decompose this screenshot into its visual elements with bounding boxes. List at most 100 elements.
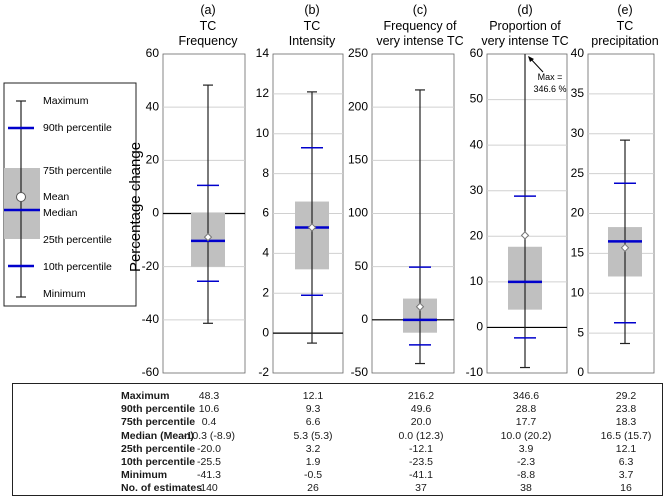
y-tick-label: 60 [146, 46, 160, 60]
table-cell: -25.5 [197, 456, 221, 468]
y-tick-label: 5 [577, 325, 584, 339]
plot-frame [486, 53, 568, 374]
table-cell: 10.0 (20.2) [500, 429, 552, 442]
y-tick-label: 10 [470, 274, 484, 288]
table-cell: 3.2 [305, 442, 321, 455]
table-cell: 20.0 [410, 416, 432, 429]
legend-mean-marker [16, 192, 26, 202]
y-tick-label: 14 [256, 46, 270, 60]
table-row: Minimum -41.3 -0.5 -41.1 -8.8 3.7 [13, 469, 664, 482]
y-tick-label: 8 [262, 166, 269, 180]
y-tick-label: 0 [577, 365, 584, 379]
table-cell: 3.9 [518, 442, 534, 455]
y-tick-label: 30 [470, 183, 484, 197]
panel-label: (c) [413, 3, 428, 17]
y-tick-label: 10 [256, 126, 270, 140]
y-tick-label: -60 [142, 365, 160, 379]
table-cell: 49.6 [410, 403, 432, 416]
table-cell: 48.3 [198, 390, 220, 402]
y-tick-label: 2 [262, 285, 269, 299]
table-cell: 0.0 (12.3) [398, 429, 444, 442]
mean-marker [415, 302, 425, 311]
table-cell: -23.5 [409, 456, 433, 468]
y-tick-label: -50 [351, 365, 369, 379]
table-cell: -41.3 [197, 469, 221, 482]
table-cell: -2.3 [516, 456, 536, 468]
y-tick-label: 15 [571, 246, 585, 260]
table-row: 25th percentile -20.0 3.2 -12.1 3.9 12.1 [13, 443, 664, 456]
row-label: Median (Mean) [121, 429, 194, 442]
mean-marker [203, 232, 213, 242]
y-tick-label: 4 [262, 246, 269, 260]
panel-title: Proportion of [489, 19, 561, 33]
y-tick-label: 30 [571, 126, 585, 140]
table-cell: -41.1 [409, 469, 433, 482]
table-row: Median (Mean) -10.3 (-8.9) 5.3 (5.3) 0.0 (1… [13, 430, 664, 443]
table-cell: 9.3 [305, 403, 321, 416]
table-cell: 16.5 (15.7) [600, 429, 652, 442]
table-cell: -12.1 [409, 442, 433, 455]
table-cell: 10.6 [198, 403, 220, 416]
row-label: Minimum [121, 469, 168, 482]
table-row: 90th percentile 10.6 9.3 49.6 28.8 23.8 [13, 403, 664, 416]
legend-label: Mean [43, 191, 69, 203]
table-cell: 346.6 [512, 390, 540, 402]
legend-box [4, 168, 40, 239]
row-label: 90th percentile [121, 403, 196, 416]
legend-label: Median [43, 207, 78, 219]
panel-label: (a) [200, 3, 215, 17]
y-tick-label: 40 [571, 46, 585, 60]
y-tick-label: 25 [571, 166, 585, 180]
y-tick-label: 100 [348, 206, 368, 220]
panel-title: Intensity [289, 34, 336, 48]
y-tick-label: 6 [262, 206, 269, 220]
table-cell: 0.4 [201, 416, 217, 429]
table-cell: 6.6 [305, 416, 321, 429]
panel-title: TC [617, 19, 634, 33]
panel-title: Frequency of [384, 19, 457, 33]
table-cell: 3.7 [618, 469, 634, 482]
y-tick-label: 12 [256, 86, 270, 100]
table-cell: 28.8 [515, 403, 537, 416]
table-cell: 6.3 [618, 456, 634, 468]
y-tick-label: -20 [142, 259, 160, 273]
y-tick-label: -40 [142, 312, 160, 326]
mean-marker [620, 243, 630, 252]
y-tick-label: 0 [152, 206, 159, 220]
y-tick-label: 0 [476, 320, 483, 334]
table-row: 75th percentile 0.4 6.6 20.0 17.7 18.3 [13, 416, 664, 429]
table-cell: 38 [520, 482, 532, 495]
table-row: 10th percentile -25.5 1.9 -23.5 -2.3 6.3 [13, 456, 664, 469]
legend-label: Maximum [43, 95, 89, 107]
row-label: 75th percentile [121, 416, 196, 429]
y-tick-label: 40 [146, 99, 160, 113]
row-label: Maximum [121, 390, 170, 402]
panel-label: (e) [617, 3, 632, 17]
table-cell: 12.1 [302, 390, 324, 402]
row-label: No. of estimates [121, 482, 203, 495]
y-tick-label: 250 [348, 46, 368, 60]
table-cell: -10.3 (-8.9) [183, 429, 235, 442]
table-cell: -8.8 [516, 469, 536, 482]
max-annotation: Max = [538, 72, 563, 82]
legend-label: Minimum [43, 288, 86, 300]
y-tick-label: 50 [355, 259, 369, 273]
y-tick-label: 0 [361, 312, 368, 326]
row-label: 10th percentile [121, 456, 196, 468]
chart-area: Maximum 90th percentile 75th percentile Mea… [3, 3, 659, 379]
max-annotation: 346.6 % [533, 84, 566, 94]
table-cell: 216.2 [407, 390, 435, 402]
legend-label: 75th percentile [43, 165, 112, 177]
table-cell: 5.3 (5.3) [293, 429, 333, 442]
table-cell: 17.7 [515, 416, 537, 429]
table-row: No. of estimates 140 26 37 38 16 [13, 482, 664, 495]
legend-label: 10th percentile [43, 261, 112, 273]
table-cell: 18.3 [615, 416, 637, 429]
table-cell: -20.0 [197, 442, 221, 455]
panel-title: very intense TC [481, 34, 568, 48]
mean-marker [307, 223, 317, 232]
table-cell: 1.9 [305, 456, 321, 468]
